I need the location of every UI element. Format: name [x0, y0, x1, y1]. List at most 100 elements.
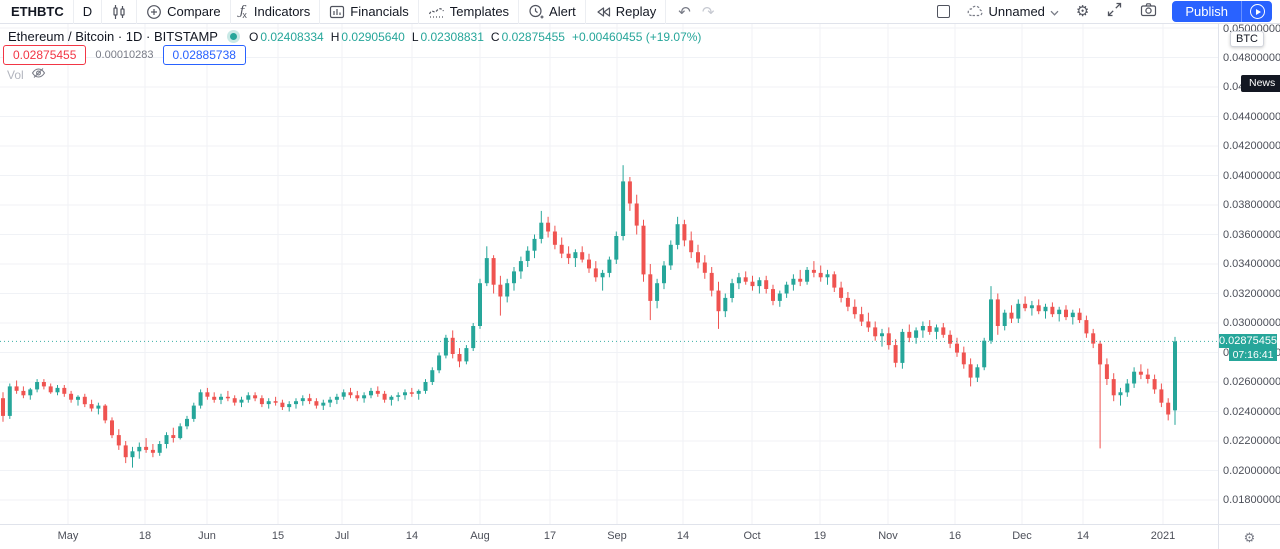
- financials-icon: [329, 4, 345, 20]
- toolbar-separator: [229, 0, 231, 24]
- time-tick-label: 14: [1076, 530, 1090, 542]
- bar-countdown-label: 07:16:41: [1229, 348, 1277, 361]
- price-tick-label: 0.03800000: [1223, 199, 1280, 211]
- time-tick-label: Sep: [607, 530, 627, 542]
- buy-sell-row: 0.02875455 0.00010283 0.02885738: [3, 45, 246, 65]
- undo-button[interactable]: ↶: [678, 3, 691, 21]
- chevron-down-icon: [1050, 4, 1059, 19]
- templates-button[interactable]: Templates: [419, 0, 518, 24]
- templates-label: Templates: [449, 4, 510, 19]
- symbol-button[interactable]: ETHBTC: [11, 4, 64, 19]
- price-tick-label: 0.03400000: [1223, 258, 1280, 270]
- camera-icon: [1140, 2, 1157, 22]
- price-tick-label: 0.02000000: [1223, 464, 1280, 477]
- time-tick-label: May: [57, 530, 79, 542]
- financials-label: Financials: [350, 4, 409, 19]
- price-tick-label: 0.04800000: [1223, 51, 1280, 64]
- price-tick-label: 0.04200000: [1223, 140, 1280, 152]
- open-value: 0.02408334: [260, 29, 324, 44]
- fullscreen-icon: [1107, 2, 1122, 22]
- price-tick-label: 0.03200000: [1223, 287, 1280, 300]
- compare-plus-icon: [146, 4, 162, 20]
- price-axis[interactable]: BTC News 0.02875455 07:16:41 0.05000000 0…: [1218, 23, 1280, 524]
- publish-button[interactable]: Publish: [1185, 4, 1228, 19]
- gear-icon: ⚙: [1075, 3, 1090, 20]
- change-value: +0.00460455 (+19.07%): [571, 29, 702, 44]
- axis-corner: ⚙: [1218, 524, 1280, 549]
- low-key: L: [411, 29, 419, 44]
- redo-button[interactable]: ↷: [701, 3, 715, 21]
- toolbar-separator: [101, 0, 103, 24]
- currency-unit-button[interactable]: BTC: [1230, 31, 1264, 47]
- price-tick-label: 0.04000000: [1223, 169, 1280, 182]
- chart-type-button[interactable]: [102, 0, 136, 24]
- time-tick-label: Jul: [334, 530, 350, 542]
- screenshot-button[interactable]: [1131, 0, 1166, 24]
- candlestick-chart[interactable]: [0, 24, 1218, 524]
- low-value: 0.02308831: [420, 29, 484, 44]
- price-tick-label: 0.03600000: [1223, 228, 1280, 241]
- time-tick-label: Nov: [878, 530, 898, 542]
- close-value: 0.02875455: [501, 29, 565, 44]
- publish-split-button: Publish: [1172, 1, 1272, 22]
- volume-indicator-row[interactable]: Vol: [7, 66, 46, 84]
- indicators-label: Indicators: [253, 4, 311, 19]
- replay-icon: [595, 5, 611, 19]
- close-key: C: [490, 29, 500, 44]
- financials-button[interactable]: Financials: [320, 0, 418, 24]
- fullscreen-button[interactable]: [1098, 0, 1131, 24]
- layout-name-label: Unnamed: [988, 4, 1045, 19]
- sell-button[interactable]: 0.02875455: [3, 45, 87, 65]
- time-tick-label: 14: [676, 530, 690, 542]
- time-axis[interactable]: May 18 Jun 15 Jul 14 Aug 17 Sep 14 Oct 19 Nov 16 Dec 14…: [0, 524, 1218, 549]
- layout-name-button[interactable]: Unnamed: [959, 4, 1067, 20]
- open-key: O: [248, 29, 259, 44]
- chart-legend[interactable]: Ethereum / Bitcoin · 1D · BITSTAMP O 0.02…: [8, 29, 701, 44]
- replay-button[interactable]: Replay: [586, 0, 665, 24]
- spread-value: 0.00010283: [95, 49, 154, 61]
- interval-button[interactable]: D: [82, 4, 93, 19]
- time-tick-label: Oct: [743, 530, 761, 542]
- layout-select-button[interactable]: [928, 0, 959, 24]
- compare-button[interactable]: Compare: [137, 0, 229, 24]
- toolbar-separator: [584, 0, 586, 24]
- chart-settings-button[interactable]: ⚙: [1067, 0, 1098, 24]
- alert-clock-icon: [528, 4, 544, 20]
- news-tag[interactable]: News: [1241, 75, 1280, 92]
- toolbar-separator: [417, 0, 419, 24]
- current-price-label: 0.02875455: [1218, 334, 1278, 348]
- publish-more-button[interactable]: [1242, 1, 1272, 22]
- price-tick-label: 0.02200000: [1223, 435, 1280, 447]
- volume-label: Vol: [7, 68, 24, 82]
- replay-label: Replay: [615, 4, 657, 19]
- cloud-icon: [967, 4, 984, 20]
- price-tick-label: 0.01800000: [1223, 494, 1280, 506]
- templates-icon: [428, 4, 445, 20]
- buy-button[interactable]: 0.02885738: [162, 45, 246, 65]
- time-tick-label: 15: [271, 530, 285, 542]
- eye-off-icon[interactable]: [31, 66, 46, 84]
- time-axis-settings-gear-icon[interactable]: ⚙: [1243, 529, 1256, 545]
- time-tick-label: Aug: [470, 530, 490, 542]
- time-tick-label: 17: [543, 530, 557, 542]
- high-value: 0.02905640: [341, 29, 405, 44]
- compare-label: Compare: [167, 4, 221, 19]
- toolbar-separator: [136, 0, 138, 24]
- symbol-title: Ethereum / Bitcoin · 1D · BITSTAMP: [8, 29, 218, 44]
- time-tick-label: 19: [813, 530, 827, 542]
- market-status-dot-icon: [229, 33, 237, 40]
- toolbar-separator: [319, 0, 321, 24]
- ohlc-values: O 0.02408334 H 0.02905640 L 0.02308831 C 0.0…: [249, 30, 701, 44]
- play-circle-icon: [1249, 4, 1265, 19]
- time-tick-label: 2021: [1150, 530, 1176, 542]
- time-tick-label: 16: [948, 530, 962, 542]
- toolbar-separator: [72, 0, 74, 24]
- alert-button[interactable]: Alert: [519, 0, 585, 24]
- toolbar-right-group: Unnamed ⚙: [928, 0, 1280, 24]
- high-key: H: [330, 29, 340, 44]
- price-tick-label: 0.03000000: [1223, 317, 1280, 329]
